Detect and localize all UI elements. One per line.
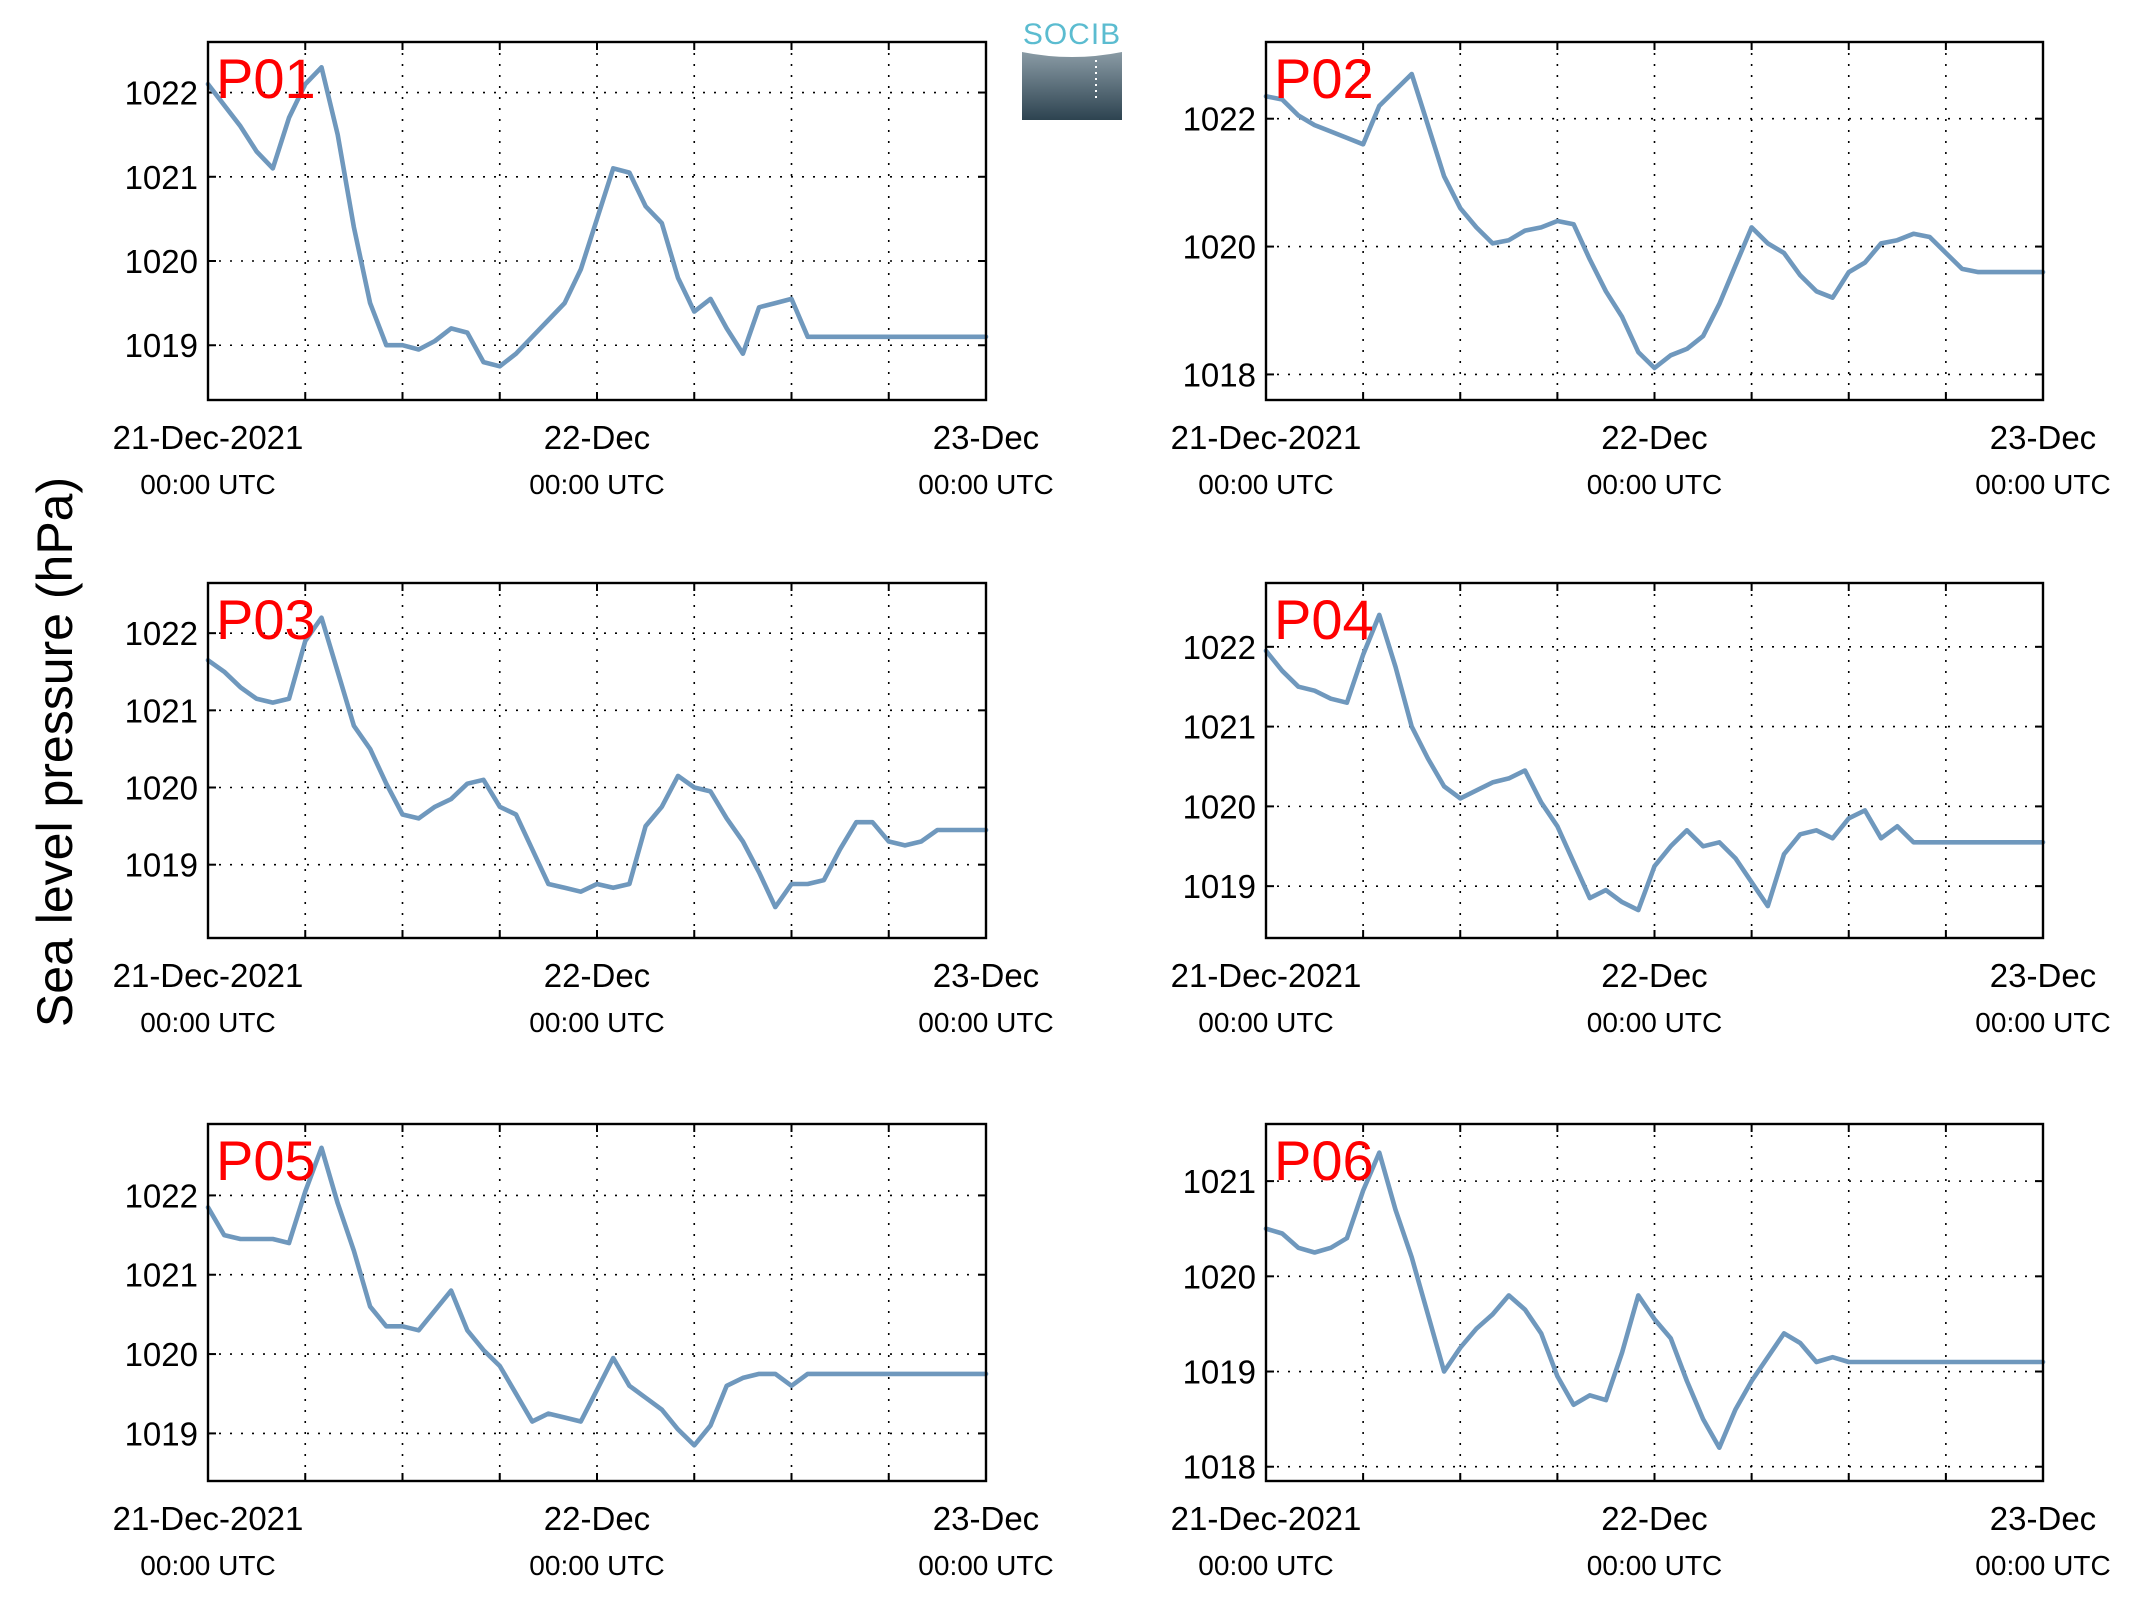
x-tick-label-time: 00:00 UTC bbox=[1198, 1007, 1333, 1038]
logo-text: SOCIB bbox=[1023, 18, 1121, 51]
x-tick-label-time: 00:00 UTC bbox=[529, 1007, 664, 1038]
x-tick-label-date: 22-Dec bbox=[544, 419, 650, 456]
station-label: P02 bbox=[1274, 47, 1374, 110]
x-tick-label-date: 21-Dec-2021 bbox=[1171, 419, 1362, 456]
panel-p02: 1018 1020 1022 21-Dec-2021 00:00 UTC 22-Dec 00… bbox=[1171, 40, 2111, 500]
y-tick-label: 1018 bbox=[1183, 1449, 1256, 1486]
y-tick-label: 1019 bbox=[1183, 1354, 1256, 1391]
y-tick-label: 1022 bbox=[125, 75, 198, 112]
y-tick-label: 1018 bbox=[1183, 356, 1256, 393]
series-line-p01 bbox=[205, 65, 989, 369]
y-tick-label: 1021 bbox=[125, 159, 198, 196]
station-label: P05 bbox=[216, 1129, 316, 1192]
station-label: P01 bbox=[216, 47, 316, 110]
station-label: P04 bbox=[1274, 588, 1374, 651]
y-tick-label: 1019 bbox=[125, 327, 198, 364]
y-tick-label: 1022 bbox=[125, 1177, 198, 1214]
x-tick-label-date: 21-Dec-2021 bbox=[1171, 1500, 1362, 1537]
y-tick-label: 1020 bbox=[125, 770, 198, 807]
x-tick-label-date: 23-Dec bbox=[1990, 419, 2096, 456]
axes-frame bbox=[206, 40, 988, 402]
x-tick-label-date: 23-Dec bbox=[1990, 957, 2096, 994]
series-line-p02 bbox=[1263, 71, 2046, 371]
series-line-p06 bbox=[1263, 1150, 2046, 1450]
panel-p05: 1019 1020 1021 1022 21-Dec-2021 00:00 UTC 22-D… bbox=[113, 1122, 1054, 1581]
station-label: P06 bbox=[1274, 1129, 1374, 1192]
y-tick-label: 1021 bbox=[125, 1257, 198, 1294]
y-tick-label: 1022 bbox=[125, 615, 198, 652]
socib-logo: SOCIB bbox=[1022, 18, 1122, 120]
x-tick-label-date: 21-Dec-2021 bbox=[113, 1500, 304, 1537]
x-tick-label-time: 00:00 UTC bbox=[529, 469, 664, 500]
x-tick-label-time: 00:00 UTC bbox=[140, 1550, 275, 1581]
x-tick-label-date: 21-Dec-2021 bbox=[113, 957, 304, 994]
x-tick-label-time: 00:00 UTC bbox=[1975, 469, 2110, 500]
x-tick-label-date: 22-Dec bbox=[544, 957, 650, 994]
x-tick-label-time: 00:00 UTC bbox=[529, 1550, 664, 1581]
x-tick-label-date: 23-Dec bbox=[933, 419, 1039, 456]
x-tick-label-date: 23-Dec bbox=[933, 957, 1039, 994]
x-tick-label-date: 22-Dec bbox=[1601, 419, 1707, 456]
series-line-p04 bbox=[1263, 612, 2046, 913]
axes-frame bbox=[1264, 1122, 2045, 1483]
axes-frame bbox=[206, 1122, 988, 1483]
x-tick-label-date: 21-Dec-2021 bbox=[1171, 957, 1362, 994]
y-tick-label: 1021 bbox=[1183, 709, 1256, 746]
y-tick-label: 1021 bbox=[1183, 1163, 1256, 1200]
x-tick-label-date: 23-Dec bbox=[1990, 1500, 2096, 1537]
y-tick-label: 1020 bbox=[125, 1336, 198, 1373]
y-tick-label: 1020 bbox=[125, 243, 198, 280]
y-tick-label: 1022 bbox=[1183, 629, 1256, 666]
y-tick-label: 1020 bbox=[1183, 229, 1256, 266]
x-tick-label-time: 00:00 UTC bbox=[1198, 1550, 1333, 1581]
axes-frame bbox=[1264, 581, 2045, 940]
x-tick-label-date: 22-Dec bbox=[1601, 1500, 1707, 1537]
x-tick-label-time: 00:00 UTC bbox=[1587, 1007, 1722, 1038]
series-line-p03 bbox=[205, 615, 989, 910]
x-tick-label-time: 00:00 UTC bbox=[1587, 469, 1722, 500]
y-tick-label: 1019 bbox=[125, 1415, 198, 1452]
axes-frame bbox=[1264, 40, 2045, 402]
x-tick-label-time: 00:00 UTC bbox=[1975, 1550, 2110, 1581]
y-tick-label: 1022 bbox=[1183, 101, 1256, 138]
y-tick-label: 1019 bbox=[1183, 868, 1256, 905]
x-tick-label-time: 00:00 UTC bbox=[140, 1007, 275, 1038]
x-tick-label-time: 00:00 UTC bbox=[918, 469, 1053, 500]
y-tick-label: 1020 bbox=[1183, 788, 1256, 825]
panel-p06: 1018 1019 1020 1021 21-Dec-2021 00:00 UTC 22-D… bbox=[1171, 1122, 2111, 1581]
y-tick-label: 1020 bbox=[1183, 1258, 1256, 1295]
x-tick-label-time: 00:00 UTC bbox=[1587, 1550, 1722, 1581]
x-tick-label-date: 22-Dec bbox=[544, 1500, 650, 1537]
x-tick-label-date: 21-Dec-2021 bbox=[113, 419, 304, 456]
panel-p04: 1019 1020 1021 1022 21-Dec-2021 00:00 UTC 22-D… bbox=[1171, 581, 2111, 1038]
x-tick-label-time: 00:00 UTC bbox=[1975, 1007, 2110, 1038]
x-tick-label-date: 23-Dec bbox=[933, 1500, 1039, 1537]
y-tick-label: 1019 bbox=[125, 847, 198, 884]
panel-p01: 1019 1020 1021 1022 21-Dec-2021 00:00 UTC 22-D… bbox=[113, 40, 1054, 500]
x-tick-label-time: 00:00 UTC bbox=[918, 1007, 1053, 1038]
x-tick-label-date: 22-Dec bbox=[1601, 957, 1707, 994]
axes-frame bbox=[206, 581, 988, 940]
x-tick-label-time: 00:00 UTC bbox=[1198, 469, 1333, 500]
x-tick-label-time: 00:00 UTC bbox=[140, 469, 275, 500]
x-tick-label-time: 00:00 UTC bbox=[918, 1550, 1053, 1581]
y-tick-label: 1021 bbox=[125, 692, 198, 729]
panel-p03: 1019 1020 1021 1022 21-Dec-2021 00:00 UTC 22-D… bbox=[113, 581, 1054, 1038]
series-line-p05 bbox=[205, 1145, 989, 1448]
y-axis-label: Sea level pressure (hPa) bbox=[27, 477, 83, 1027]
station-label: P03 bbox=[216, 588, 316, 651]
